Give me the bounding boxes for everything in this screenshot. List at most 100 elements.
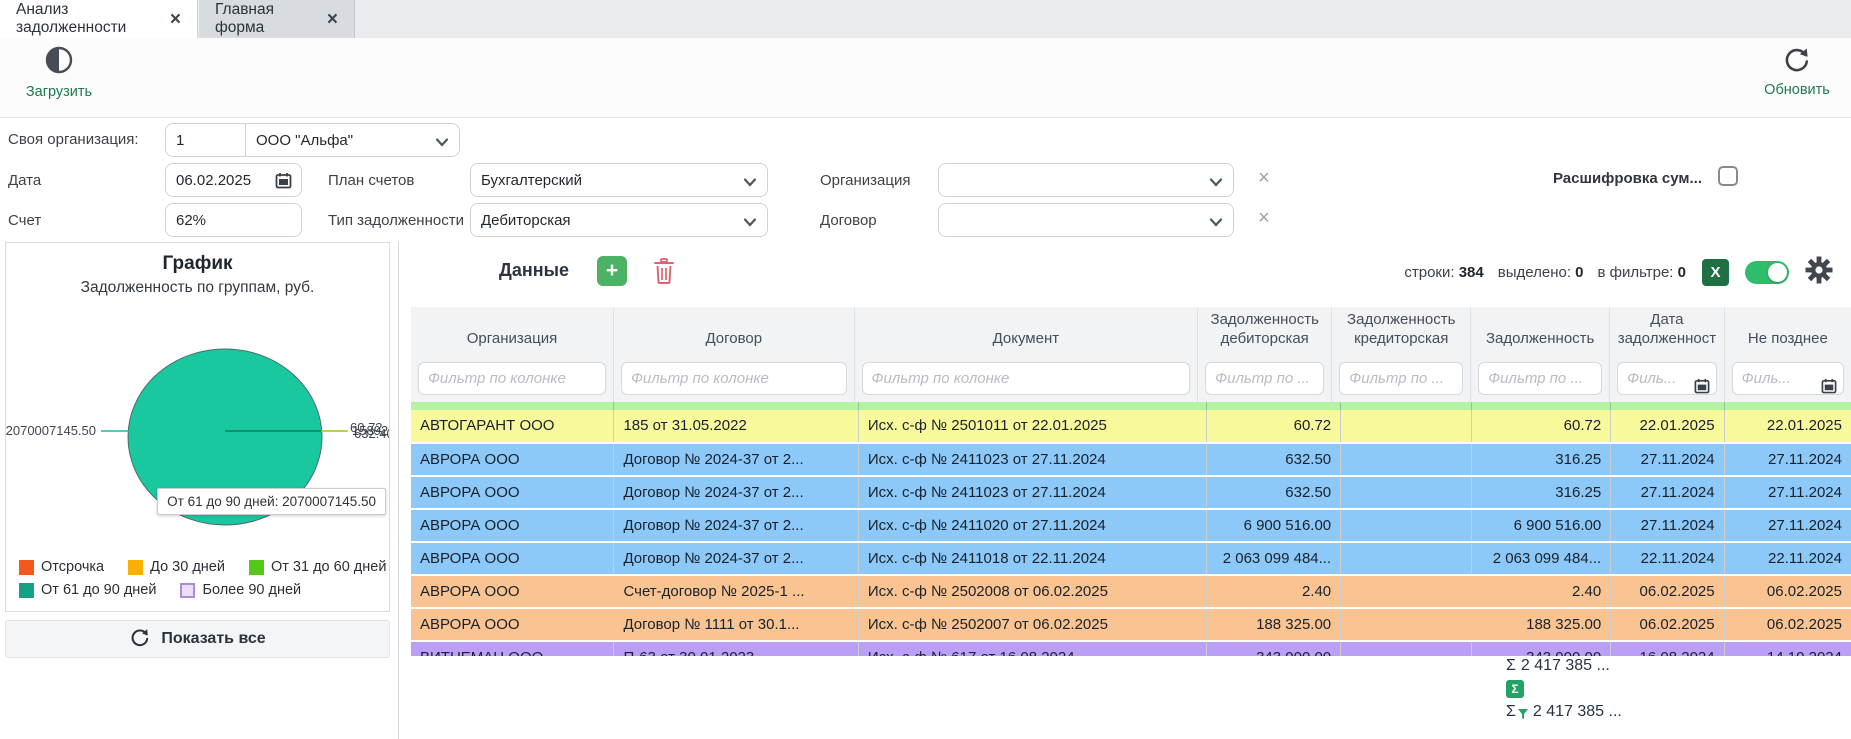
table-cell[interactable]: 6 900 516.00 <box>1206 508 1342 543</box>
table-cell[interactable]: 632.50 <box>1206 475 1342 510</box>
table-cell[interactable]: 22.11.2024 <box>1610 541 1725 576</box>
account-field[interactable]: 62% <box>165 203 302 237</box>
show-all-button[interactable]: Показать все <box>5 620 390 658</box>
table-cell[interactable] <box>1340 475 1473 510</box>
delete-row-button[interactable] <box>649 256 679 286</box>
table-cell[interactable]: Договор № 2024-37 от 2... <box>613 475 859 510</box>
table-cell[interactable]: Исх. с-ф № 2411018 от 22.11.2024 <box>858 541 1207 576</box>
column-filter-input-5[interactable] <box>1478 362 1603 395</box>
table-cell[interactable]: 16.08.2024 <box>1610 640 1725 656</box>
table-row-1[interactable]: АВРОРА ООО Договор № 2024-37 от 2... Исх. … <box>411 442 1851 477</box>
table-cell[interactable]: 27.11.2024 <box>1610 442 1725 477</box>
table-cell[interactable]: АВРОРА ООО <box>411 508 615 543</box>
column-filter-input-4[interactable] <box>1339 362 1464 395</box>
sum-badge-icon[interactable]: Σ <box>1506 680 1524 698</box>
settings-gear-icon[interactable] <box>1805 256 1833 289</box>
table-cell[interactable]: 60.72 <box>1206 409 1342 444</box>
table-cell[interactable]: П-63 от 30.01.2023 <box>613 640 859 656</box>
tab-debt-analysis[interactable]: Анализ задолженности × <box>0 0 198 38</box>
table-cell[interactable]: Договор № 2024-37 от 2... <box>613 442 859 477</box>
table-cell[interactable] <box>1340 541 1473 576</box>
table-cell[interactable] <box>1340 640 1473 656</box>
table-cell[interactable]: 6 900 516.00 <box>1471 508 1612 543</box>
column-header-1[interactable]: Договор <box>613 307 855 356</box>
table-cell[interactable]: Исх. с-ф № 2501011 от 22.01.2025 <box>858 409 1207 444</box>
own-org-select[interactable]: ООО "Альфа" <box>246 124 459 156</box>
pie-chart[interactable] <box>6 243 390 612</box>
column-filter-input-3[interactable] <box>1205 362 1325 395</box>
table-cell[interactable]: Исх. с-ф № 617 от 16.08.2024 <box>858 640 1207 656</box>
table-cell[interactable]: 2.40 <box>1206 574 1342 609</box>
table-cell[interactable]: ВИТНЕМАН ООО <box>411 640 615 656</box>
contract-filter-clear-icon[interactable]: × <box>1258 207 1270 229</box>
chart-of-accounts-select[interactable]: Бухгалтерский <box>470 163 768 197</box>
table-cell[interactable] <box>1340 574 1473 609</box>
table-cell[interactable]: 316.25 <box>1471 442 1612 477</box>
table-cell[interactable]: 343 000.00 <box>1206 640 1342 656</box>
column-header-6[interactable]: Дата задолженност <box>1609 307 1725 356</box>
debt-type-select[interactable]: Дебиторская <box>470 203 768 237</box>
table-cell[interactable]: 27.11.2024 <box>1724 442 1851 477</box>
table-cell[interactable]: АВРОРА ООО <box>411 607 615 642</box>
column-header-2[interactable]: Документ <box>854 307 1199 356</box>
table-cell[interactable]: 14.10.2024 <box>1724 640 1851 656</box>
table-cell[interactable]: АВРОРА ООО <box>411 475 615 510</box>
table-row-4[interactable]: АВРОРА ООО Договор № 2024-37 от 2... Исх. … <box>411 541 1851 576</box>
table-body-viewport[interactable]: АВТОГАРАНТ ООО 185 от 31.05.2022 Исх. с-ф … <box>411 401 1851 656</box>
column-filter-input-1[interactable] <box>621 362 847 395</box>
table-cell[interactable]: Договор № 2024-37 от 2... <box>613 541 859 576</box>
table-cell[interactable]: 06.02.2025 <box>1724 607 1851 642</box>
table-cell[interactable]: АВРОРА ООО <box>411 541 615 576</box>
table-cell[interactable]: Исх. с-ф № 2411023 от 27.11.2024 <box>858 442 1207 477</box>
table-cell[interactable]: Договор № 1111 от 30.1... <box>613 607 859 642</box>
table-cell[interactable]: 60.72 <box>1471 409 1612 444</box>
table-row-2[interactable]: АВРОРА ООО Договор № 2024-37 от 2... Исх. … <box>411 475 1851 510</box>
column-header-3[interactable]: Задолженность дебиторская <box>1197 307 1333 356</box>
table-cell[interactable]: Договор № 2024-37 от 2... <box>613 508 859 543</box>
excel-export-button[interactable]: X <box>1702 259 1729 286</box>
table-cell[interactable]: 188 325.00 <box>1206 607 1342 642</box>
tab-close-icon[interactable]: × <box>169 8 181 30</box>
table-cell[interactable] <box>1340 508 1473 543</box>
column-header-4[interactable]: Задолженность кредиторская <box>1331 307 1472 356</box>
column-header-5[interactable]: Задолженность <box>1470 307 1611 356</box>
add-row-button[interactable]: + <box>597 256 627 286</box>
table-row-5[interactable]: АВРОРА ООО Счет-договор № 2025-1 ... Исх. … <box>411 574 1851 609</box>
table-cell[interactable] <box>1340 442 1473 477</box>
table-cell[interactable]: АВТОГАРАНТ ООО <box>411 409 615 444</box>
legend-item-2[interactable]: От 31 до 60 дней <box>248 559 386 575</box>
table-cell[interactable] <box>1340 409 1473 444</box>
column-header-0[interactable]: Организация <box>411 307 614 356</box>
table-row-0[interactable]: АВТОГАРАНТ ООО 185 от 31.05.2022 Исх. с-ф … <box>411 409 1851 444</box>
tab-main-form[interactable]: Главная форма × <box>199 0 355 38</box>
contract-filter-select[interactable] <box>938 203 1234 237</box>
legend-item-1[interactable]: До 30 дней <box>128 559 225 575</box>
column-filter-input-6[interactable] <box>1617 362 1717 395</box>
table-cell[interactable]: 343 000.00 <box>1471 640 1612 656</box>
table-cell[interactable]: 06.02.2025 <box>1610 607 1725 642</box>
table-cell[interactable]: 27.11.2024 <box>1610 475 1725 510</box>
own-org-code-field[interactable]: 1 <box>166 124 246 156</box>
table-cell[interactable]: 316.25 <box>1471 475 1612 510</box>
table-cell[interactable]: 188 325.00 <box>1471 607 1612 642</box>
table-cell[interactable]: Счет-договор № 2025-1 ... <box>613 574 859 609</box>
table-row-6[interactable]: АВРОРА ООО Договор № 1111 от 30.1... Исх. … <box>411 607 1851 642</box>
column-filter-input-2[interactable] <box>861 362 1191 395</box>
table-cell[interactable]: Исх. с-ф № 2411020 от 27.11.2024 <box>858 508 1207 543</box>
table-cell[interactable]: 27.11.2024 <box>1724 475 1851 510</box>
calendar-icon[interactable] <box>275 172 292 193</box>
table-cell[interactable]: 22.01.2025 <box>1610 409 1725 444</box>
table-cell[interactable]: 2.40 <box>1471 574 1612 609</box>
table-cell[interactable]: Исх. с-ф № 2502007 от 06.02.2025 <box>858 607 1207 642</box>
legend-item-0[interactable]: Отсрочка <box>19 559 104 575</box>
grid-toggle[interactable] <box>1745 261 1789 284</box>
table-cell[interactable]: 185 от 31.05.2022 <box>613 409 859 444</box>
table-row-7[interactable]: ВИТНЕМАН ОООП-63 от 30.01.2023Исх. с-ф №… <box>411 640 1851 656</box>
org-filter-clear-icon[interactable]: × <box>1258 167 1270 189</box>
table-cell[interactable]: 2 063 099 484... <box>1471 541 1612 576</box>
table-cell[interactable]: 632.50 <box>1206 442 1342 477</box>
org-filter-select[interactable] <box>938 163 1234 197</box>
table-cell[interactable]: АВРОРА ООО <box>411 574 615 609</box>
table-cell[interactable]: 22.11.2024 <box>1724 541 1851 576</box>
date-field[interactable]: 06.02.2025 <box>165 163 302 197</box>
